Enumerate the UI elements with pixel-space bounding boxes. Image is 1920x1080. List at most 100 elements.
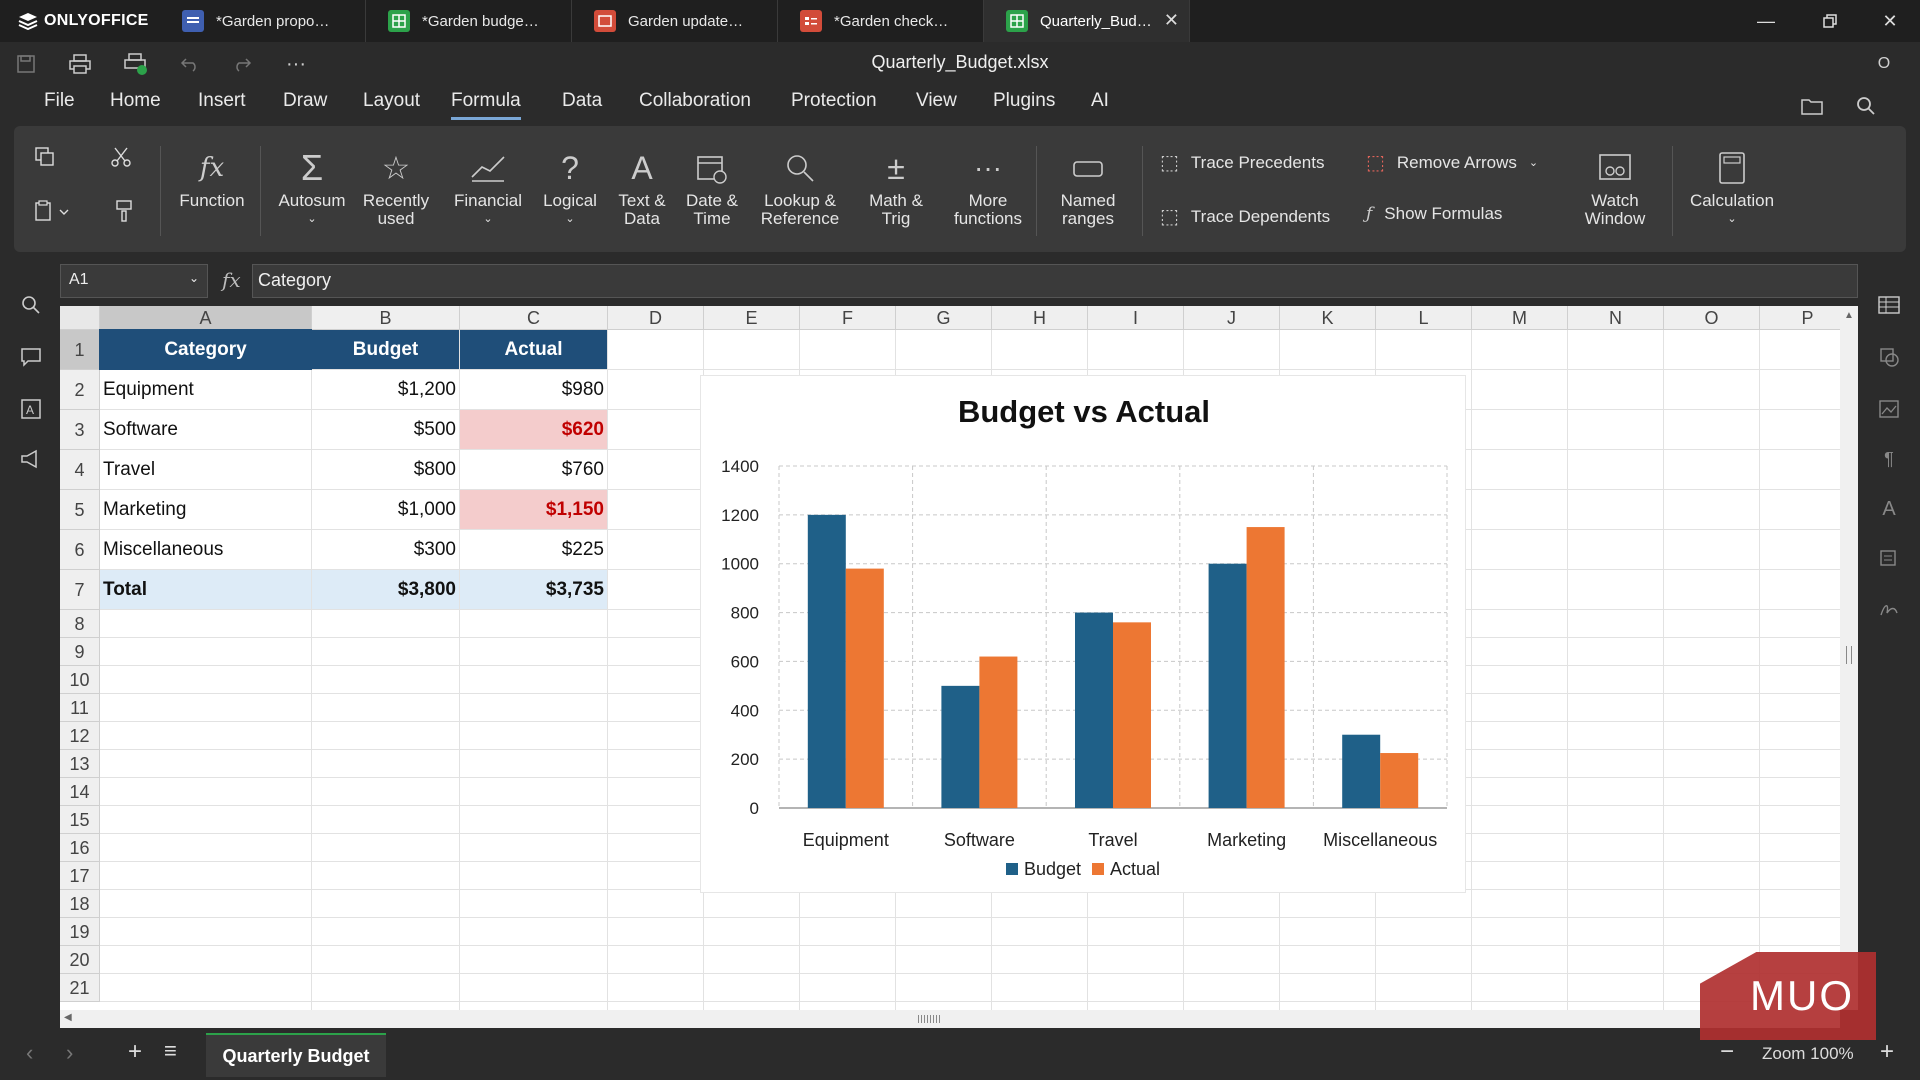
row-header-19[interactable]: 19 — [60, 918, 100, 946]
autosum-button[interactable]: Σ Autosum ⌄ — [278, 147, 346, 226]
actual-cell[interactable]: $980 — [561, 378, 604, 400]
row-header-13[interactable]: 13 — [60, 750, 100, 778]
search-icon[interactable] — [1852, 92, 1880, 120]
column-header-l[interactable]: L — [1376, 306, 1472, 330]
sheet-prev-icon[interactable]: ‹ — [26, 1040, 34, 1065]
menu-collaboration[interactable]: Collaboration — [639, 90, 751, 111]
header-cell-actual[interactable]: Actual — [460, 330, 607, 369]
row-header-10[interactable]: 10 — [60, 666, 100, 694]
row-header-5[interactable]: 5 — [60, 490, 100, 530]
zoom-out-icon[interactable]: − — [1720, 1038, 1735, 1065]
tab-garden-checklist[interactable]: *Garden check… — [778, 0, 984, 42]
budget-cell[interactable]: $500 — [413, 418, 456, 440]
scroll-thumb[interactable] — [1846, 646, 1852, 664]
format-painter-icon[interactable] — [114, 200, 134, 222]
row-header-12[interactable]: 12 — [60, 722, 100, 750]
remove-arrows-button[interactable]: ⬚ Remove Arrows ⌄ — [1366, 152, 1539, 174]
add-sheet-icon[interactable]: + — [128, 1038, 143, 1065]
budget-cell[interactable]: $800 — [413, 458, 456, 480]
vertical-scrollbar[interactable]: ▲ — [1840, 306, 1858, 1010]
header-cell-budget[interactable]: Budget — [312, 330, 459, 369]
row-header-20[interactable]: 20 — [60, 946, 100, 974]
tab-garden-update[interactable]: Garden update… — [572, 0, 778, 42]
text-art-icon[interactable]: A — [1882, 497, 1896, 520]
row-header-18[interactable]: 18 — [60, 890, 100, 918]
close-tab-icon[interactable]: ✕ — [1163, 10, 1179, 30]
category-cell[interactable]: Miscellaneous — [103, 538, 224, 560]
row-header-21[interactable]: 21 — [60, 974, 100, 1002]
more-functions-button[interactable]: ··· More functions — [942, 148, 1034, 228]
scroll-up-icon[interactable]: ▲ — [1844, 310, 1854, 321]
row-header-15[interactable]: 15 — [60, 806, 100, 834]
cut-icon[interactable] — [110, 146, 132, 168]
date-time-button[interactable]: Date & Time — [678, 148, 746, 228]
formula-input[interactable]: Category — [252, 264, 1858, 298]
total-actual-cell[interactable]: $3,735 — [460, 570, 607, 609]
find-icon[interactable] — [16, 290, 46, 320]
open-file-location-icon[interactable] — [1798, 92, 1826, 120]
category-cell[interactable]: Travel — [103, 458, 156, 480]
budget-cell[interactable]: $1,000 — [397, 498, 456, 520]
menu-insert[interactable]: Insert — [198, 90, 246, 111]
horizontal-scrollbar[interactable]: ◀ — [60, 1010, 1840, 1028]
column-header-k[interactable]: K — [1280, 306, 1376, 330]
menu-layout[interactable]: Layout — [363, 90, 421, 111]
column-header-g[interactable]: G — [896, 306, 992, 330]
tab-garden-budget[interactable]: *Garden budge… — [366, 0, 572, 42]
sheet-list-icon[interactable]: ≡ — [164, 1038, 177, 1063]
tab-garden-proposal[interactable]: *Garden propo… — [160, 0, 366, 42]
menu-home[interactable]: Home — [110, 90, 161, 111]
lookup-reference-button[interactable]: Lookup & Reference — [750, 148, 850, 228]
menu-view[interactable]: View — [916, 90, 957, 111]
save-icon[interactable] — [12, 50, 40, 78]
comments-icon[interactable] — [16, 342, 46, 372]
actual-cell-over-budget[interactable]: $1,150 — [460, 490, 607, 529]
column-header-d[interactable]: D — [608, 306, 704, 330]
header-cell-category[interactable]: Category — [100, 330, 311, 369]
minimize-button[interactable]: — — [1757, 10, 1775, 31]
name-box[interactable]: A1 ⌄ — [60, 264, 208, 298]
paste-icon[interactable] — [34, 200, 70, 222]
budget-cell[interactable]: $300 — [413, 538, 456, 560]
copy-icon[interactable] — [34, 146, 56, 168]
feedback-icon[interactable] — [16, 444, 46, 474]
fx-icon[interactable]: fx — [222, 268, 241, 292]
column-header-a[interactable]: A — [100, 306, 312, 330]
column-header-f[interactable]: F — [800, 306, 896, 330]
category-cell[interactable]: Marketing — [103, 498, 187, 520]
row-header-3[interactable]: 3 — [60, 410, 100, 450]
column-header-e[interactable]: E — [704, 306, 800, 330]
user-avatar[interactable]: O — [1877, 55, 1891, 72]
menu-data[interactable]: Data — [562, 90, 603, 111]
column-header-i[interactable]: I — [1088, 306, 1184, 330]
tab-quarterly-budget[interactable]: Quarterly_Bud… ✕ — [984, 0, 1190, 42]
watch-window-button[interactable]: Watch Window — [1574, 148, 1656, 228]
menu-protection[interactable]: Protection — [791, 90, 877, 111]
category-cell[interactable]: Software — [103, 418, 178, 440]
show-formulas-button[interactable]: ƒ Show Formulas — [1366, 204, 1502, 224]
actual-cell-over-budget[interactable]: $620 — [460, 410, 607, 449]
row-header-2[interactable]: 2 — [60, 370, 100, 410]
column-header-o[interactable]: O — [1664, 306, 1760, 330]
column-header-j[interactable]: J — [1184, 306, 1280, 330]
financial-button[interactable]: Financial ⌄ — [448, 148, 528, 228]
zoom-level[interactable]: Zoom 100% — [1762, 1044, 1854, 1063]
recently-used-button[interactable]: ☆ Recently used — [358, 148, 434, 228]
column-header-h[interactable]: H — [992, 306, 1088, 330]
column-header-p[interactable]: P — [1760, 306, 1840, 330]
row-header-11[interactable]: 11 — [60, 694, 100, 722]
row-header-9[interactable]: 9 — [60, 638, 100, 666]
budget-cell[interactable]: $1,200 — [397, 378, 456, 400]
menu-formula[interactable]: Formula — [451, 90, 521, 120]
shape-settings-icon[interactable] — [1874, 342, 1904, 372]
more-options-icon[interactable]: ··· — [286, 52, 306, 75]
scroll-thumb[interactable] — [918, 1015, 940, 1023]
column-header-b[interactable]: B — [312, 306, 460, 330]
zoom-in-icon[interactable]: + — [1880, 1038, 1895, 1065]
row-header-6[interactable]: 6 — [60, 530, 100, 570]
menu-plugins[interactable]: Plugins — [993, 90, 1056, 111]
function-button[interactable]: fx Function — [172, 148, 252, 210]
restore-button[interactable] — [1800, 0, 1860, 42]
quick-print-icon[interactable] — [122, 50, 150, 78]
total-budget-cell[interactable]: $3,800 — [312, 570, 459, 609]
